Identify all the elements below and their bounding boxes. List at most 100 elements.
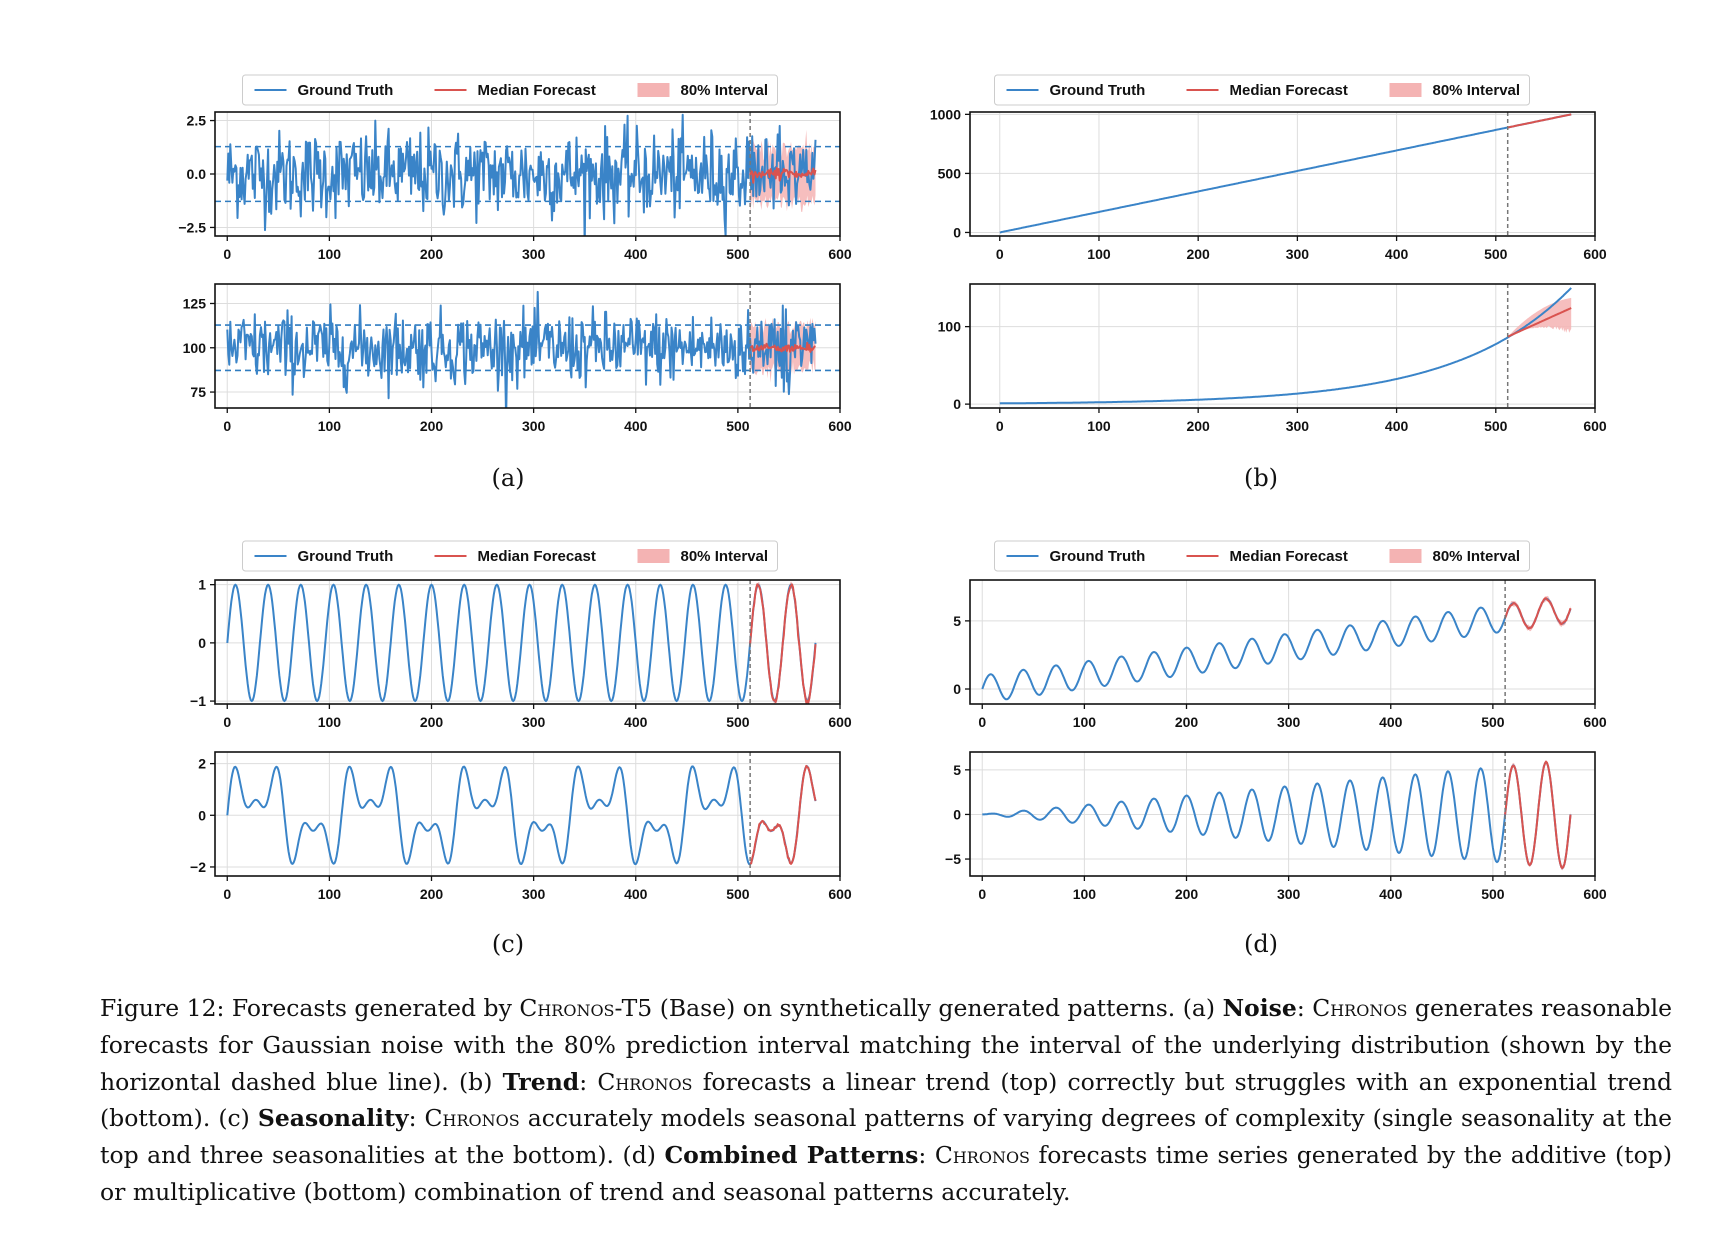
caption-text: accurately models seasonal patterns of v… xyxy=(100,1104,1672,1170)
legend-b: Ground Truth Median Forecast 80% Interval xyxy=(994,74,1530,106)
x-tick-label: 600 xyxy=(1583,418,1607,434)
x-tick-label: 100 xyxy=(1073,714,1097,730)
caption-text: -T5 (Base) on synthetically generated pa… xyxy=(614,994,1223,1022)
y-tick-label: 75 xyxy=(190,384,206,400)
legend-label-80-interval: 80% Interval xyxy=(681,548,769,565)
caption-bold-combined: Combined Patterns xyxy=(664,1141,919,1170)
x-tick-label: 0 xyxy=(978,714,986,730)
x-tick-label: 200 xyxy=(1186,246,1210,262)
x-tick-label: 300 xyxy=(522,246,546,262)
x-tick-label: 100 xyxy=(1073,886,1097,902)
legend-label-median-forecast: Median Forecast xyxy=(478,548,596,565)
x-tick-label: 300 xyxy=(522,886,546,902)
caption-text: generates reasonable forecasts for Gauss… xyxy=(100,994,1673,1096)
x-tick-label: 100 xyxy=(1087,418,1111,434)
chronos-name: Chronos xyxy=(424,1104,520,1133)
legend-label-median-forecast: Median Forecast xyxy=(1230,548,1348,565)
x-tick-label: 600 xyxy=(1583,886,1607,902)
caption-bold-seasonality: Seasonality xyxy=(257,1104,409,1133)
panel-d-top: 0 100 200 300 400 500 600 0 5 xyxy=(953,579,1607,730)
x-tick-label: 100 xyxy=(318,418,342,434)
series-median-forecast xyxy=(1507,113,1572,129)
panel-c-bottom: 0 100 200 300 400 500 600 −2 0 2 xyxy=(190,751,852,902)
y-tick-label: 125 xyxy=(183,295,207,311)
legend-label-80-interval: 80% Interval xyxy=(681,82,769,99)
figure-caption: Figure 12: Forecasts generated by Chrono… xyxy=(100,990,1672,1211)
x-tick-label: 400 xyxy=(624,886,648,902)
caption-text: : xyxy=(408,1104,425,1133)
caption-bold-noise: Noise xyxy=(1222,994,1297,1022)
x-tick-label: 400 xyxy=(1385,246,1409,262)
series-median-forecast xyxy=(1507,307,1572,338)
x-tick-label: 0 xyxy=(996,418,1004,434)
subfigure-label-c: (c) xyxy=(491,930,525,958)
caption-text: : xyxy=(1296,994,1313,1022)
caption-text: forecasts time series generated by the a… xyxy=(100,1141,1672,1206)
x-tick-label: 500 xyxy=(1481,714,1505,730)
y-tick-label: 2 xyxy=(198,756,206,772)
plot-frame xyxy=(969,283,1596,409)
legend-label-median-forecast: Median Forecast xyxy=(1230,82,1348,99)
x-tick-label: 200 xyxy=(1175,714,1199,730)
x-tick-label: 500 xyxy=(726,418,750,434)
x-tick-label: 600 xyxy=(1583,714,1607,730)
y-tick-label: −2 xyxy=(190,859,206,875)
legend-label-ground-truth: Ground Truth xyxy=(1050,82,1146,99)
plot-frame xyxy=(214,751,841,877)
x-tick-label: 0 xyxy=(996,246,1004,262)
series-ground-truth xyxy=(982,761,1572,870)
caption-bold-trend: Trend xyxy=(502,1067,580,1096)
x-tick-label: 600 xyxy=(828,886,852,902)
x-tick-label: 200 xyxy=(1186,418,1210,434)
series-ground-truth xyxy=(981,597,1572,701)
series-ground-truth xyxy=(226,583,817,703)
y-tick-label: 1000 xyxy=(930,106,961,122)
subfigure-label-d: (d) xyxy=(1243,930,1279,958)
caption-text: Figure 12: Forecasts generated by xyxy=(100,994,520,1022)
legend-label-80-interval: 80% Interval xyxy=(1433,82,1521,99)
x-tick-label: 500 xyxy=(1484,246,1508,262)
series-ground-truth xyxy=(999,113,1572,234)
legend-swatch-80-interval xyxy=(1389,83,1422,97)
x-tick-label: 200 xyxy=(420,246,444,262)
series-median-forecast xyxy=(750,341,816,353)
subfigure-label-b: (b) xyxy=(1243,464,1279,492)
series-ground-truth xyxy=(226,290,817,408)
chronos-name: Chronos xyxy=(519,994,615,1022)
series-median-forecast xyxy=(1504,597,1572,630)
y-tick-label: 0 xyxy=(953,224,961,240)
y-tick-label: 0 xyxy=(198,635,206,651)
legend-swatch-80-interval xyxy=(637,549,670,563)
chronos-name: Chronos xyxy=(1312,994,1408,1022)
panel-d-bottom: 0 100 200 300 400 500 600 −5 0 5 xyxy=(945,751,1607,902)
chronos-name: Chronos xyxy=(934,1141,1031,1170)
panel-c-top: 0 100 200 300 400 500 600 −1 0 1 xyxy=(190,577,852,730)
series-ground-truth xyxy=(999,287,1572,405)
legend-swatch-80-interval xyxy=(637,83,670,97)
x-tick-label: 600 xyxy=(828,418,852,434)
series-median-forecast xyxy=(749,583,817,704)
x-tick-label: 600 xyxy=(1583,246,1607,262)
x-tick-label: 400 xyxy=(1379,886,1403,902)
y-tick-label: 500 xyxy=(938,165,962,181)
legend-label-median-forecast: Median Forecast xyxy=(478,82,596,99)
legend-frame xyxy=(242,74,778,106)
panel-b-top: 0 100 200 300 400 500 600 0 500 1000 xyxy=(930,106,1607,262)
plot-frame xyxy=(214,283,841,409)
x-tick-label: 400 xyxy=(1385,418,1409,434)
x-tick-label: 400 xyxy=(624,714,648,730)
x-tick-label: 500 xyxy=(1484,418,1508,434)
x-tick-label: 100 xyxy=(318,886,342,902)
plot-frame xyxy=(214,579,841,705)
y-tick-label: 100 xyxy=(938,319,962,335)
caption-text: : xyxy=(579,1067,598,1096)
x-tick-label: 300 xyxy=(522,418,546,434)
legend-frame xyxy=(994,540,1530,572)
y-tick-label: 2.5 xyxy=(187,113,207,129)
x-tick-label: 300 xyxy=(1277,714,1301,730)
y-tick-label: 0 xyxy=(953,806,961,822)
x-tick-label: 500 xyxy=(726,886,750,902)
legend-frame xyxy=(242,540,778,572)
x-tick-label: 500 xyxy=(1481,886,1505,902)
legend-a: Ground Truth Median Forecast 80% Interval xyxy=(242,74,778,106)
